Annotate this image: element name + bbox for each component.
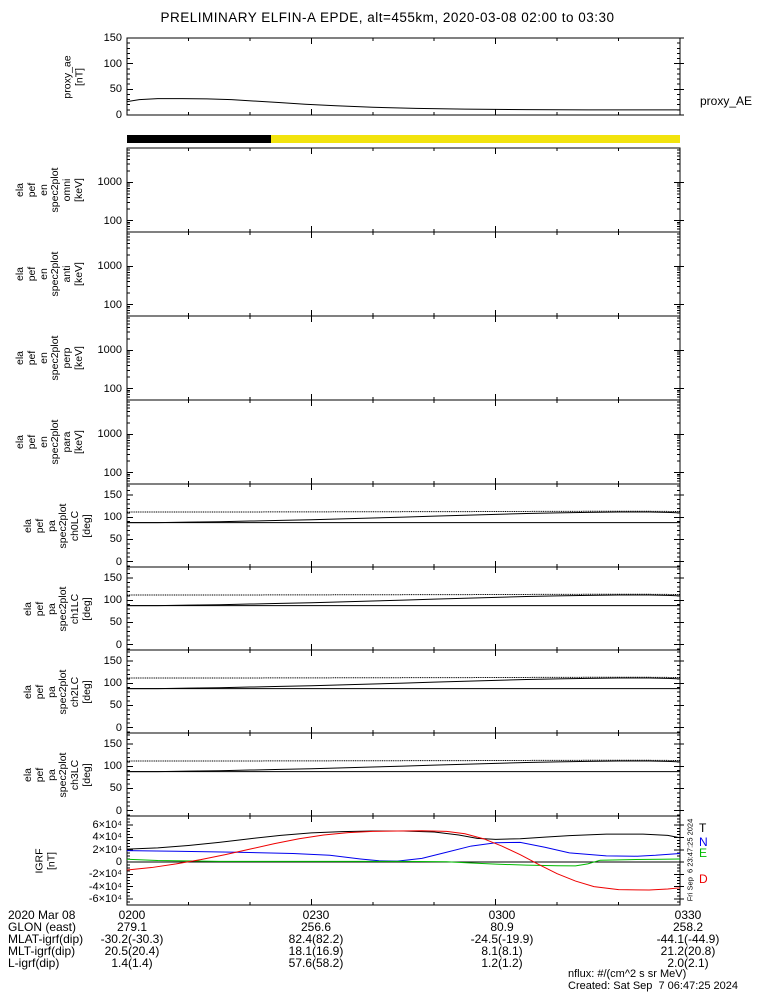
y-tick-label: 6×10⁴ — [92, 819, 122, 832]
x-tick-label: 0200 — [118, 908, 146, 922]
panel-en-spec-para — [127, 400, 680, 484]
panel-pa-spec-ch2lc — [127, 650, 680, 733]
y-tick-label: 0 — [115, 555, 122, 568]
y-tick-label: 1000 — [97, 260, 122, 273]
series-T — [127, 831, 680, 849]
y-tick-label: 0 — [115, 638, 122, 651]
panel-en-spec-anti — [127, 232, 680, 316]
panel-en-spec-omni — [127, 148, 680, 232]
bottom-row-value: 80.9 — [490, 920, 514, 934]
y-tick-label: 50 — [109, 782, 122, 795]
y-tick-label: 100 — [103, 214, 122, 227]
bottom-row-value: 1.2(1.2) — [481, 956, 523, 970]
side-timestamp-text: Fri Sep 6 23:47:25 2024 — [685, 818, 695, 902]
y-tick-label: 100 — [103, 677, 122, 690]
bottom-row-value: 57.6(58.2) — [288, 956, 344, 970]
bottom-row-value: 21.2(20.8) — [660, 944, 716, 958]
x-tick-label: 0300 — [488, 908, 516, 922]
y-tick-label: 50 — [109, 616, 122, 629]
y-tick-label: -4×10⁴ — [88, 880, 122, 893]
y-tick-label: 100 — [103, 57, 122, 70]
y-tick-label: 4×10⁴ — [92, 831, 122, 844]
proxy-ae-right-label: proxy_AE — [700, 94, 753, 108]
page-title: PRELIMINARY ELFIN-A EPDE, alt=455km, 202… — [160, 10, 615, 25]
y-tick-label: 0 — [115, 109, 122, 121]
y-tick-label: 150 — [103, 572, 122, 585]
y-tick-label: 100 — [103, 760, 122, 773]
y-tick-label: 100 — [103, 511, 122, 524]
bottom-row-label: 2020 Mar 08 — [8, 908, 76, 922]
footer-created: Created: Sat Sep 7 06:47:25 2024 — [568, 980, 739, 992]
bottom-row-value: 82.4(82.2) — [288, 932, 344, 946]
y-tick-label: 100 — [103, 298, 122, 311]
y-tick-label: 150 — [103, 738, 122, 751]
y-tick-label: 50 — [109, 533, 122, 546]
bottom-row-value: -24.5(-19.9) — [470, 932, 534, 946]
igrf-trace-label-T: T — [699, 821, 707, 835]
y-tick-label: 50 — [109, 83, 122, 96]
bottom-row-label: GLON (east) — [8, 920, 77, 934]
bottom-row-value: -44.1(-44.9) — [656, 932, 720, 946]
bottom-row-label: L-igrf(dip) — [8, 956, 60, 970]
bottom-row-value: 18.1(16.9) — [288, 944, 344, 958]
y-tick-label: 150 — [103, 32, 122, 44]
series-loss-cone — [127, 761, 680, 772]
panel-igrf — [127, 816, 680, 905]
series-loss-cone — [127, 595, 680, 606]
igrf-trace-label-N: N — [699, 835, 708, 849]
y-tick-label: 0 — [115, 856, 122, 869]
y-tick-label: 150 — [103, 489, 122, 502]
bottom-row-label: MLAT-igrf(dip) — [8, 932, 84, 946]
panel-pa-spec-ch3lc — [127, 733, 680, 816]
bottom-row-value: 2.0(2.1) — [667, 956, 709, 970]
series-E — [127, 859, 680, 866]
position-bar-segment — [270, 135, 680, 143]
x-tick-label: 0330 — [674, 908, 702, 922]
bottom-row-value: 8.1(8.1) — [481, 944, 523, 958]
y-tick-label: 0 — [115, 721, 122, 734]
bottom-row-value: 1.4(1.4) — [111, 956, 153, 970]
series-loss-cone — [127, 512, 680, 523]
bottom-row-value: 256.6 — [300, 920, 332, 934]
y-tick-label: 100 — [103, 382, 122, 395]
position-bar — [127, 135, 680, 143]
y-tick-label: 1000 — [97, 176, 122, 189]
x-tick-label: 0230 — [302, 908, 330, 922]
y-tick-label: 50 — [109, 699, 122, 712]
bottom-row-value: 258.2 — [672, 920, 704, 934]
y-tick-label: -6×10⁴ — [88, 892, 122, 905]
series-loss-cone — [127, 678, 680, 689]
igrf-trace-label-D: D — [699, 872, 708, 886]
series-D — [127, 831, 680, 890]
y-tick-label: 1000 — [97, 428, 122, 441]
bottom-row-value: 20.5(20.4) — [104, 944, 160, 958]
panel-pa-spec-ch1lc — [127, 567, 680, 650]
series-N — [127, 842, 680, 861]
position-bar-segment — [127, 135, 271, 143]
footer-units: nflux: #/(cm^2 s sr MeV) — [568, 968, 687, 980]
series-proxy_AE — [127, 99, 680, 110]
y-tick-label: 0 — [115, 804, 122, 817]
y-tick-label: 150 — [103, 655, 122, 668]
y-tick-label: 100 — [103, 466, 122, 479]
bottom-row-value: 279.1 — [116, 920, 148, 934]
panel-proxy-ae — [127, 38, 680, 115]
panel-en-spec-perp — [127, 316, 680, 400]
y-tick-label: 100 — [103, 594, 122, 607]
igrf-trace-label-E: E — [699, 846, 708, 860]
y-tick-label: 2×10⁴ — [92, 843, 122, 856]
bottom-row-label: MLT-igrf(dip) — [8, 944, 76, 958]
panel-pa-spec-ch0lc — [127, 484, 680, 567]
y-tick-label: 1000 — [97, 344, 122, 357]
bottom-row-value: -30.2(-30.3) — [100, 932, 164, 946]
y-tick-label: -2×10⁴ — [88, 868, 122, 881]
